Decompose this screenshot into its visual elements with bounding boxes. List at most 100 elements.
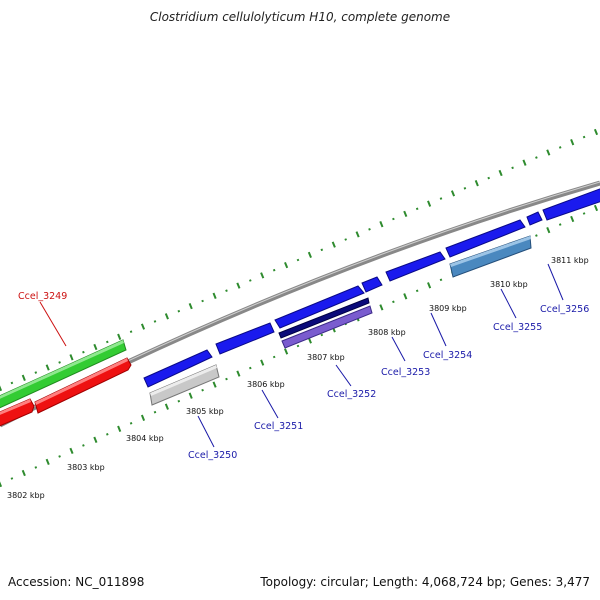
- inner-track-mark: [225, 377, 228, 381]
- gene-ccel-3253[interactable]: [361, 276, 383, 293]
- inner-track-mark: [21, 469, 26, 477]
- inner-track-mark: [201, 388, 204, 392]
- inner-track-mark: [439, 278, 443, 282]
- outer-track-mark: [379, 221, 384, 228]
- inner-track-mark: [284, 348, 289, 355]
- outer-track-mark: [498, 169, 503, 177]
- inner-track-mark: [272, 355, 276, 359]
- inner-track-mark: [58, 455, 61, 458]
- outer-track-mark: [225, 289, 228, 293]
- inner-track-mark: [296, 344, 300, 348]
- gene-ccel-3257[interactable]: [542, 187, 600, 221]
- gene-label-ccel-3252[interactable]: Ccel_3252: [327, 389, 376, 400]
- gene-ccel-3251[interactable]: [215, 322, 275, 355]
- outer-track-mark: [236, 282, 241, 289]
- gene-label-ccel-3255[interactable]: Ccel_3255: [493, 322, 542, 333]
- inner-track-mark: [558, 223, 562, 226]
- gene-label-ccel-3256[interactable]: Ccel_3256: [540, 304, 589, 315]
- gene-label-leaders: [39, 263, 564, 448]
- inner-track-mark: [34, 466, 38, 469]
- gene-ccel-3255-forward[interactable]: [445, 219, 526, 258]
- gene-label-ccel-3253[interactable]: Ccel_3253: [381, 367, 430, 378]
- outer-track-mark: [368, 227, 371, 231]
- outer-track-mark: [212, 292, 217, 299]
- outer-track-mark: [570, 139, 575, 146]
- inner-track-mark: [248, 366, 252, 370]
- tick-label-3802: 3802 kbp: [7, 491, 45, 500]
- inner-track-mark: [593, 204, 599, 212]
- inner-track-mark: [379, 304, 384, 311]
- outer-track-mark: [320, 248, 324, 252]
- outer-track-mark: [69, 354, 74, 361]
- position-tick-labels: 3802 kbp 3803 kbp 3804 kbp 3805 kbp 3806…: [7, 256, 589, 500]
- genome-summary-text: Topology: circular; Length: 4,068,724 bp…: [260, 575, 590, 589]
- outer-track-mark: [463, 186, 467, 190]
- gene-ccel-3248[interactable]: [0, 398, 35, 428]
- outer-track-mark: [21, 374, 26, 381]
- outer-track-mark: [511, 166, 514, 170]
- outer-track-mark: [307, 251, 312, 259]
- outer-track-mark: [593, 128, 599, 136]
- inner-track-mark: [403, 293, 408, 300]
- gene-ccel-3250[interactable]: [149, 364, 220, 406]
- outer-track-mark: [82, 350, 85, 354]
- gene-ccel-3252[interactable]: [278, 297, 373, 349]
- outer-track-mark: [450, 190, 456, 197]
- outer-track-mark: [93, 343, 98, 351]
- outer-track-mark: [331, 241, 336, 248]
- outer-track-mark: [558, 146, 562, 149]
- inner-track-mark: [82, 444, 85, 447]
- outer-track-mark: [546, 149, 551, 156]
- gene-ccel-3256-forward[interactable]: [526, 211, 543, 226]
- gene-ccel-3250-forward[interactable]: [143, 349, 213, 388]
- tick-label-3809: 3809 kbp: [429, 304, 467, 313]
- inner-track-mark: [260, 359, 265, 366]
- gene-ccel-3255[interactable]: [449, 235, 532, 278]
- outer-track-mark: [439, 197, 443, 200]
- tick-label-3804: 3804 kbp: [126, 434, 164, 443]
- gene-labels: Ccel_3249 Ccel_3250 Ccel_3251 Ccel_3252 …: [18, 291, 589, 461]
- gene-ccel-3249-other[interactable]: [0, 339, 127, 410]
- inner-track-mark: [129, 421, 133, 425]
- inner-track-mark: [212, 381, 217, 388]
- inner-track-mark: [93, 436, 98, 443]
- gene-label-ccel-3249[interactable]: Ccel_3249: [18, 291, 67, 302]
- inner-track-mark: [45, 458, 50, 466]
- tick-label-3808: 3808 kbp: [368, 328, 406, 337]
- tick-label-3807: 3807 kbp: [307, 353, 345, 362]
- inner-track-mark: [140, 414, 146, 421]
- inner-track-mark: [0, 480, 3, 488]
- accession-text: Accession: NC_011898: [8, 575, 145, 589]
- outer-track-mark: [415, 207, 419, 211]
- inner-track-mark: [153, 410, 157, 414]
- inner-track-mark: [582, 212, 586, 215]
- tick-label-3810: 3810 kbp: [490, 280, 528, 289]
- gene-ccel-3252-forward[interactable]: [274, 285, 365, 329]
- inner-track-mark: [320, 333, 324, 337]
- inner-track-mark: [427, 282, 432, 289]
- gene-ccel-3249[interactable]: [34, 357, 132, 414]
- gene-ccel-3254[interactable]: [385, 251, 446, 282]
- outer-track-mark: [153, 320, 157, 323]
- inner-track-mark: [392, 300, 395, 304]
- inner-track-mark: [415, 289, 419, 293]
- outer-track-mark: [522, 159, 527, 166]
- outer-track-mark: [260, 272, 265, 279]
- outer-track-mark: [535, 156, 538, 159]
- tick-label-3811: 3811 kbp: [551, 256, 589, 265]
- gene-label-ccel-3250[interactable]: Ccel_3250: [188, 450, 237, 461]
- inner-track-mark: [236, 370, 241, 377]
- inner-track-mark: [177, 399, 181, 403]
- inner-track-mark: [570, 215, 575, 223]
- outer-track-mark: [10, 381, 14, 385]
- gene-label-ccel-3251[interactable]: Ccel_3251: [254, 421, 303, 432]
- gene-label-ccel-3254[interactable]: Ccel_3254: [423, 350, 472, 361]
- outer-track-mark: [105, 340, 109, 344]
- outer-track-mark: [392, 217, 395, 221]
- outer-track-mark: [355, 231, 360, 238]
- outer-track-mark: [117, 333, 122, 340]
- outer-track-mark: [344, 238, 348, 241]
- outer-track-mark: [296, 258, 300, 262]
- outer-track-mark: [248, 279, 252, 282]
